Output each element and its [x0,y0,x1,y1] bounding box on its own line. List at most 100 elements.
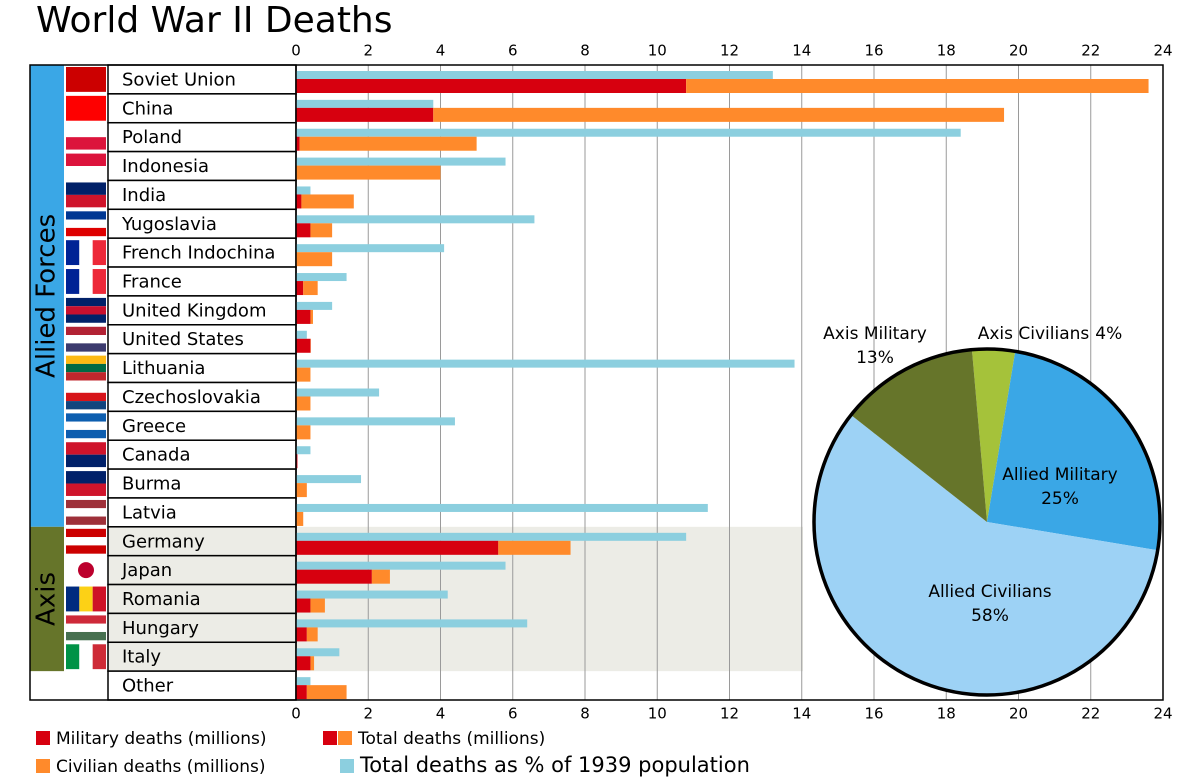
category-cell [107,468,297,499]
flag [66,306,106,315]
percent-bar [296,475,362,484]
flag [66,194,106,208]
flag [66,166,106,179]
flag [66,545,106,554]
category-label: French Indochina [122,243,275,264]
x-tick-label: 20 [1009,42,1028,60]
legend-swatch [338,731,352,745]
flag [78,562,94,579]
flag [66,644,80,670]
flag [66,343,106,352]
category-cell [107,121,297,153]
legend-label: Total deaths as % of 1939 population [359,753,750,777]
x-tick-label: 18 [937,705,956,723]
flag [66,483,106,496]
percent-bar [296,677,311,686]
bar [296,396,311,411]
bar [296,425,311,440]
percent-bar [296,503,708,512]
bar [296,511,304,526]
category-label: Italy [122,647,161,668]
pie-label-name: Allied Military [1002,465,1117,485]
bar [299,136,477,151]
category-label: Other [122,676,174,697]
pie-slice [851,349,987,522]
flag [66,67,106,92]
bar [301,194,354,209]
flag [66,413,106,422]
flag [66,137,106,150]
bar [306,627,318,642]
percent-bar [296,301,333,310]
flag [92,240,106,266]
category-label: Canada [122,445,191,466]
flag [66,615,106,624]
flag [66,153,106,167]
bar [296,194,302,209]
flag [66,124,106,138]
percent-bar [296,648,340,657]
bar [296,107,434,122]
chart-title: World War II Deaths [36,0,393,41]
flag [66,623,106,632]
percent-bar [296,128,961,137]
flag [66,335,106,344]
bar [310,598,325,613]
percent-bar [296,446,311,455]
bar [296,281,304,296]
pie-label: Allied Military 25% [1002,465,1117,509]
flag [66,586,80,612]
category-cell [107,324,297,355]
pie-slice [814,415,1158,695]
flag [66,528,106,538]
x-tick-label: 20 [1009,705,1028,723]
bar [296,338,311,353]
flag [79,586,93,612]
flag [92,269,106,294]
x-tick-label: 24 [1153,42,1172,60]
category-label: Burma [122,474,181,495]
percent-bar [296,532,687,541]
bar [296,252,333,267]
bar [371,569,390,584]
category-label: India [122,185,166,206]
pie-slice [987,351,1160,551]
bar [303,281,318,296]
flag [66,314,106,323]
x-tick-label: 16 [864,42,883,60]
bar [310,223,333,238]
bar [296,569,372,584]
pie-label-name: Axis Civilians [978,324,1090,344]
flag [66,454,106,468]
x-tick-label: 8 [580,705,590,723]
pie-label-value: 13% [856,348,894,368]
x-tick-label: 14 [792,705,811,723]
pie-label: Allied Civilians 58% [928,582,1051,626]
bar [686,79,1149,93]
category-label: Soviet Union [122,69,236,90]
group-label: Axis [32,572,62,626]
bar [296,165,441,180]
percent-bar [296,99,434,108]
percent-bar [296,359,795,368]
x-tick-label: 18 [937,42,956,60]
flag [66,392,106,402]
flag [66,326,106,336]
group-label: Allied Forces [32,214,62,378]
pie-label: Axis Military 13% [823,324,927,368]
percent-bar [296,215,535,224]
flag [66,421,106,430]
category-label: Japan [121,560,172,581]
category-label: Yugoslavia [121,214,217,235]
flag [66,499,106,509]
pie-label-value: 58% [971,606,1009,626]
category-label: Hungary [122,618,199,639]
pie-label-name: Allied Civilians [928,582,1051,602]
category-label: Latvia [122,502,177,523]
bar [296,627,307,642]
category-cell [107,526,297,557]
legend-swatch [36,759,50,773]
category-label: United States [122,329,244,350]
category-label: Greece [122,416,186,437]
bar [296,598,311,613]
